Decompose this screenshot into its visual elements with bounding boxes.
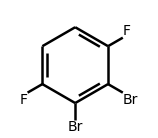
Text: Br: Br — [123, 93, 138, 107]
Text: Br: Br — [67, 120, 83, 134]
Text: F: F — [20, 93, 28, 107]
Text: F: F — [123, 24, 131, 38]
